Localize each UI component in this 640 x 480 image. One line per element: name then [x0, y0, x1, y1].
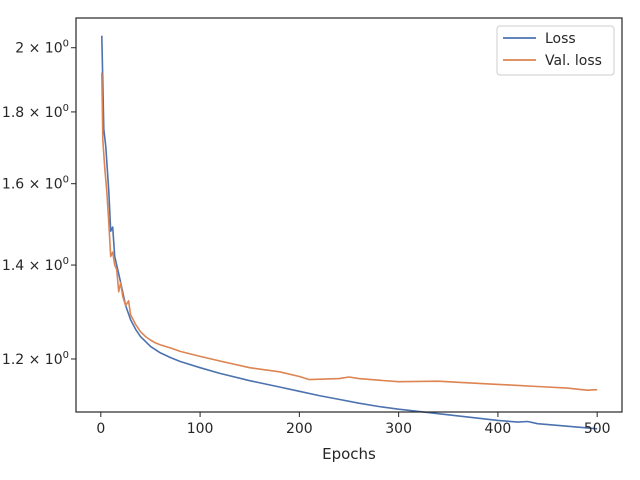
x-axis-label: Epochs [322, 445, 376, 463]
series-line-val-loss [101, 72, 598, 391]
plot-background [76, 18, 622, 412]
y-tick-label: 1.6 × 100 [2, 175, 69, 193]
y-tick-label: 2 × 100 [15, 39, 69, 57]
plot-frame [75, 17, 623, 413]
y-tick-label: 1.8 × 100 [2, 103, 69, 121]
x-tick-label: 200 [286, 421, 313, 437]
series-line-loss [101, 35, 598, 430]
legend-label-val-loss: Val. loss [545, 53, 602, 69]
y-tick-label: 1.2 × 100 [2, 350, 69, 368]
x-tick-label: 300 [385, 421, 412, 437]
legend-label-loss: Loss [545, 31, 576, 47]
x-tick-label: 100 [187, 421, 214, 437]
x-tick-label: 500 [584, 421, 611, 437]
y-tick-label: 1.4 × 100 [2, 256, 69, 274]
legend: Loss Val. loss [496, 25, 615, 76]
x-tick-label: 400 [485, 421, 512, 437]
x-tick-label: 0 [96, 421, 105, 437]
